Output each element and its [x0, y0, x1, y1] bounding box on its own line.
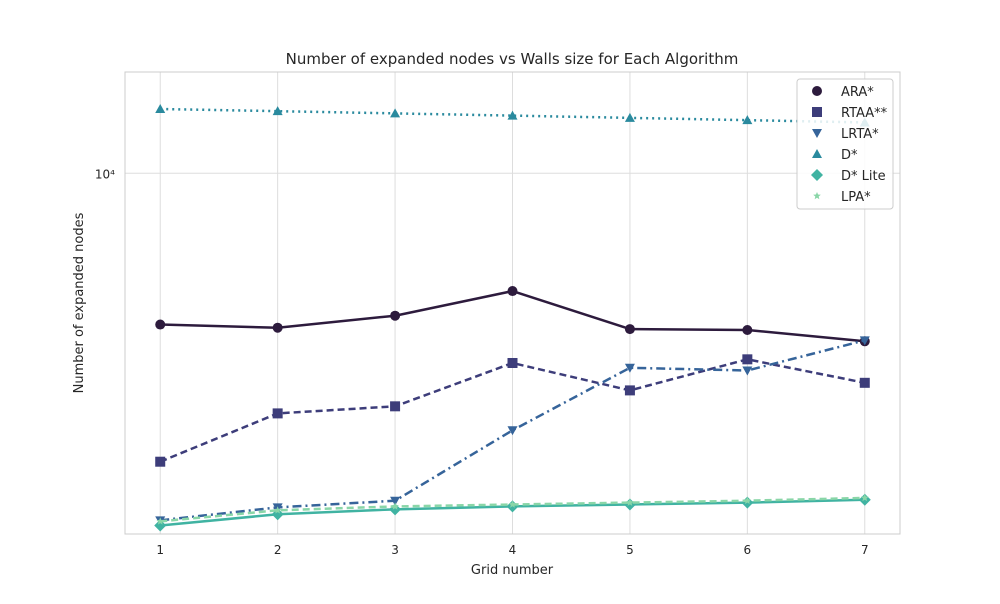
data-point	[626, 498, 634, 506]
y-tick-label: 10⁴	[95, 167, 115, 181]
legend-label: RTAA**	[841, 106, 888, 121]
legend-marker	[812, 107, 822, 117]
data-point	[391, 502, 399, 510]
x-axis-ticks: 1 2 3 4 5 6 7	[156, 543, 868, 557]
data-point	[860, 493, 869, 502]
x-tick-label: 2	[274, 543, 282, 557]
legend-item: LPA*	[813, 190, 871, 205]
x-tick-label: 7	[861, 543, 869, 557]
series-5	[156, 493, 869, 525]
data-point	[390, 108, 401, 118]
data-point	[859, 336, 870, 346]
data-point	[624, 112, 635, 122]
data-point	[273, 506, 282, 514]
legend: ARA* RTAA** LRTA* D* D* Lite LPA*	[796, 78, 894, 210]
legend-item: LRTA*	[812, 127, 879, 142]
legend-marker	[812, 129, 822, 138]
data-point	[156, 517, 165, 525]
data-point	[272, 408, 283, 419]
legend-item: ARA*	[812, 85, 874, 100]
x-tick-label: 5	[626, 543, 634, 557]
series	[154, 103, 871, 532]
data-point	[390, 310, 401, 321]
legend-marker	[813, 192, 821, 200]
data-point	[390, 401, 401, 412]
data-point	[155, 103, 166, 113]
legend-label: LRTA*	[841, 127, 879, 142]
legend-item: D* Lite	[811, 169, 886, 184]
data-point	[390, 496, 401, 506]
legend-item: D*	[812, 148, 858, 163]
data-point	[507, 426, 518, 436]
series-1	[155, 354, 870, 467]
legend-label: LPA*	[841, 190, 871, 205]
x-tick-label: 3	[391, 543, 399, 557]
data-point	[155, 456, 166, 467]
data-point	[742, 115, 753, 125]
legend-marker	[812, 86, 822, 96]
legend-marker	[811, 169, 823, 181]
data-point	[154, 519, 167, 532]
legend-marker	[812, 149, 822, 158]
data-point	[155, 319, 166, 330]
grid	[125, 72, 900, 534]
x-axis-label: Grid number	[471, 563, 554, 578]
data-point	[507, 357, 518, 368]
plot-area	[124, 71, 901, 535]
data-point	[272, 106, 283, 116]
chart-title: Number of expanded nodes vs Walls size f…	[286, 50, 739, 68]
x-tick-label: 6	[744, 543, 752, 557]
x-tick-label: 1	[156, 543, 164, 557]
data-point	[624, 363, 635, 373]
data-point	[507, 110, 518, 120]
data-point	[859, 377, 870, 388]
legend-item: RTAA**	[812, 106, 888, 121]
y-axis-label: Number of expanded nodes	[72, 212, 87, 393]
data-point	[624, 324, 635, 335]
y-axis-ticks: 10⁴	[95, 167, 115, 181]
data-point	[624, 385, 635, 396]
data-point	[507, 286, 518, 297]
x-tick-label: 4	[509, 543, 517, 557]
data-point	[508, 500, 517, 508]
data-point	[743, 496, 752, 504]
data-point	[742, 366, 753, 376]
data-point	[742, 354, 753, 365]
legend-label: D* Lite	[841, 169, 886, 184]
legend-label: D*	[841, 148, 858, 163]
legend-label: ARA*	[841, 85, 874, 100]
data-point	[272, 322, 283, 333]
data-point	[742, 325, 753, 336]
